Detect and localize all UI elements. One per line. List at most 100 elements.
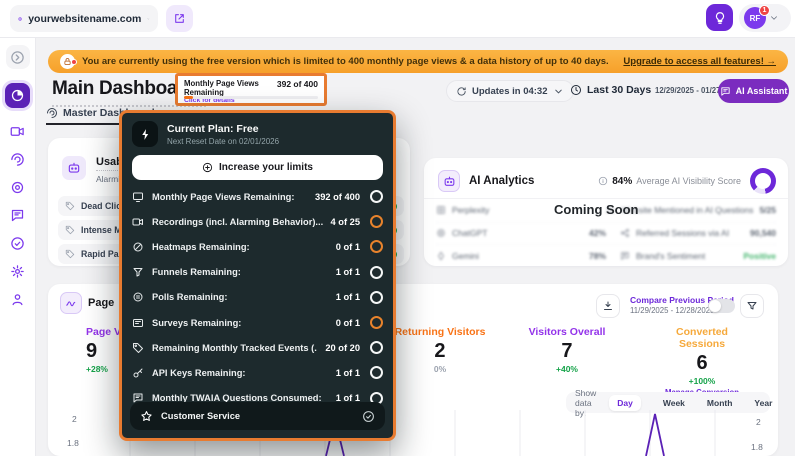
page-title: Main Dashboards [52, 78, 206, 107]
plan-limits-popover: Current Plan: Free Next Reset Date on 02… [122, 113, 393, 438]
show-data-by-year[interactable]: Year [754, 397, 773, 408]
tag-icon [65, 225, 75, 235]
plan-limit-row: Heatmaps Remaining: 0 of 1 [132, 234, 383, 259]
limit-ring-indicator[interactable] [370, 316, 383, 330]
lightbulb-icon [713, 11, 727, 25]
views-box-details-link[interactable]: Click for details [184, 97, 235, 104]
upgrade-link[interactable]: Upgrade to access all features! → [623, 56, 776, 67]
key-icon [132, 367, 144, 379]
y-axis-left-tick: 2 [72, 414, 77, 424]
customer-service-row[interactable]: Customer Service [130, 402, 385, 430]
ai-score-label: Average AI Visibility Score [636, 176, 741, 186]
bolt-icon [139, 128, 152, 141]
open-site-button[interactable] [166, 5, 193, 32]
usability-item-label: Dead Clicks [81, 201, 131, 211]
filter-button[interactable] [740, 294, 764, 318]
limit-ring-indicator[interactable] [370, 215, 383, 229]
star-icon [140, 410, 153, 423]
current-plan-label: Current Plan: Free [167, 122, 259, 135]
check-circle-icon [10, 236, 25, 251]
show-data-by-day[interactable]: Day [609, 394, 641, 411]
compare-toggle[interactable] [708, 299, 735, 313]
user-menu[interactable]: RF 1 [739, 4, 791, 32]
show-data-by-week[interactable]: Week [662, 397, 685, 408]
limit-ring-indicator[interactable] [370, 265, 383, 279]
ai-assistant-button[interactable]: AI Assistant [718, 79, 789, 103]
chevron-down-icon [147, 14, 150, 24]
limit-value: 20 of 20 [325, 342, 360, 353]
ai-stat-label: Brand's Sentiment [636, 250, 706, 261]
website-selector[interactable]: yourwebsitename.com [10, 5, 158, 32]
poll-icon [132, 291, 144, 303]
export-button[interactable] [596, 294, 620, 318]
ai-analytics-row: Perplexity Website Mentioned in AI Quest… [436, 199, 776, 221]
date-preset[interactable]: Last 30 Days [570, 84, 651, 96]
avatar-initials: RF [749, 13, 761, 23]
limit-label: Surveys Remaining: [152, 317, 242, 328]
plan-limits-popover-highlight: Current Plan: Free Next Reset Date on 02… [119, 110, 396, 441]
sidebar-item-expand-sidebar[interactable] [5, 45, 30, 69]
target-icon [10, 180, 25, 195]
limit-ring-indicator[interactable] [370, 190, 383, 204]
plan-icon [132, 121, 158, 147]
tag-icon [65, 249, 75, 259]
ai-engine-value: 42% [588, 228, 606, 238]
notification-badge: 1 [759, 5, 770, 16]
gear-icon [10, 264, 25, 279]
limit-ring-indicator[interactable] [370, 366, 383, 380]
increase-limits-button[interactable]: Increase your limits [132, 155, 383, 180]
updates-timer[interactable]: Updates in 04:32 [446, 80, 574, 102]
sidebar-item-feedback[interactable] [7, 204, 29, 226]
share-icon [620, 228, 630, 238]
limit-value: 1 of 1 [335, 367, 360, 378]
limit-value: 0 of 1 [335, 317, 360, 328]
tag-icon [65, 201, 75, 211]
chat-icon [720, 86, 731, 97]
limit-ring-indicator[interactable] [370, 341, 383, 355]
sidebar-item-conversions[interactable] [7, 232, 29, 254]
overview-title: Page [88, 297, 115, 309]
limit-ring-indicator[interactable] [370, 240, 383, 254]
plan-limit-row: Funnels Remaining: 1 of 1 [132, 260, 383, 285]
views-remaining-box[interactable]: Monthly Page Views Remaining Click for d… [178, 76, 324, 104]
coming-soon-overlay: Coming Soon [554, 202, 639, 217]
sidebar-nav [0, 38, 36, 456]
swirl-icon [10, 152, 25, 167]
limit-ring-indicator[interactable] [370, 290, 383, 304]
limit-value: 4 of 25 [330, 216, 360, 227]
metric-change: 0% [433, 364, 447, 374]
metric-label: Visitors Overall [528, 326, 606, 338]
metric-visitors-overall: Visitors Overall 7 +40% [529, 326, 606, 374]
limit-label: Remaining Monthly Tracked Events (... [152, 342, 318, 353]
chevron-down-icon [769, 13, 779, 23]
plan-limit-rows: Monthly Page Views Remaining: 392 of 400… [132, 184, 383, 411]
sidebar-item-settings[interactable] [7, 260, 29, 282]
sidebar-item-recordings[interactable] [7, 120, 29, 142]
monitor-icon [132, 191, 144, 203]
filter-icon [746, 300, 758, 312]
show-data-by-month[interactable]: Month [706, 397, 733, 408]
ai-stat-value: 5/25 [759, 205, 776, 215]
download-icon [602, 300, 614, 312]
plan-limit-row: Surveys Remaining: 0 of 1 [132, 310, 383, 335]
sidebar-item-profile[interactable] [7, 288, 29, 310]
divider [424, 198, 788, 199]
sidebar-item-funnels[interactable] [7, 176, 29, 198]
limit-label: Monthly TWAIA Questions Consumed: [152, 393, 322, 404]
limit-label: Polls Remaining: [152, 292, 228, 303]
ai-engine-value: 78% [588, 250, 606, 261]
refresh-icon [456, 86, 467, 97]
grid-icon [436, 205, 446, 215]
lock-icon [60, 54, 77, 69]
metric-value: 7 [561, 340, 573, 362]
heatmap-icon [132, 241, 144, 253]
chat-icon [620, 251, 630, 261]
y-axis-left-tick: 1.8 [67, 438, 79, 448]
sidebar-item-heatmaps[interactable] [7, 148, 29, 170]
views-progress-bar [184, 96, 318, 99]
ideas-button[interactable] [706, 4, 733, 31]
ai-analytics-row: Gemini 78% Brand's Sentiment Positive [436, 244, 776, 266]
sidebar-item-dashboards[interactable] [5, 83, 30, 108]
views-box-value: 392 of 400 [276, 79, 318, 89]
